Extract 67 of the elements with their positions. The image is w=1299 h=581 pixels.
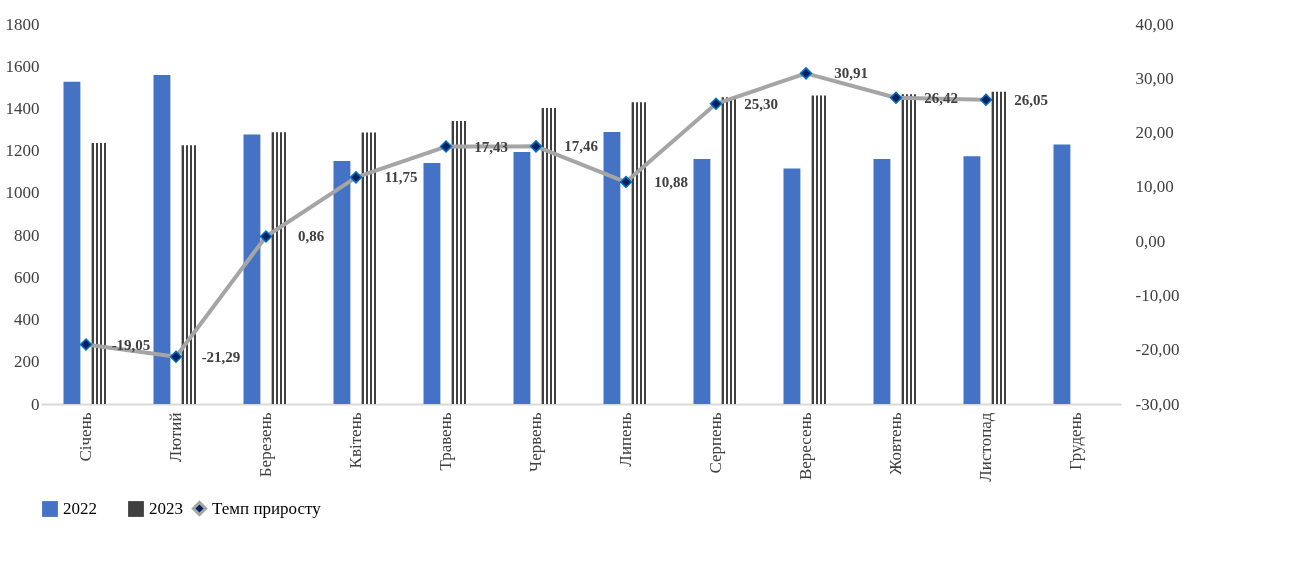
bar bbox=[541, 108, 559, 404]
legend-label: Темп приросту bbox=[212, 498, 322, 518]
x-tick-label: Лютий bbox=[166, 412, 185, 463]
legend-label: 2023 bbox=[149, 499, 183, 518]
data-label: 25,30 bbox=[744, 95, 778, 112]
x-tick-label: Травень bbox=[436, 412, 455, 471]
bar bbox=[63, 81, 81, 404]
bar bbox=[361, 132, 379, 404]
data-label: 17,43 bbox=[474, 138, 508, 155]
x-tick-label: Січень bbox=[76, 412, 95, 462]
bar bbox=[91, 143, 109, 404]
bar bbox=[783, 168, 801, 404]
bar bbox=[631, 102, 649, 404]
x-tick-label: Серпень bbox=[706, 412, 725, 474]
bar bbox=[873, 159, 891, 404]
y2-tick-label: 30,00 bbox=[1135, 68, 1174, 88]
y-tick-label: 600 bbox=[14, 267, 40, 287]
legend-label: 2022 bbox=[63, 499, 97, 518]
bar bbox=[451, 120, 469, 404]
y2-tick-label: -30,00 bbox=[1135, 394, 1180, 414]
y-tick-label: 1400 bbox=[5, 98, 40, 118]
y-tick-label: 1200 bbox=[5, 141, 40, 161]
bar bbox=[333, 161, 351, 404]
bar bbox=[721, 97, 739, 404]
y-tick-label: 400 bbox=[14, 310, 40, 330]
y2-tick-label: 10,00 bbox=[1135, 177, 1174, 197]
y2-tick-label: -10,00 bbox=[1135, 285, 1180, 305]
x-tick-label: Вересень bbox=[796, 412, 815, 481]
y-tick-label: 1600 bbox=[5, 56, 40, 76]
data-label: 30,91 bbox=[834, 65, 868, 82]
x-tick-label: Листопад bbox=[976, 412, 995, 482]
x-tick-label: Червень bbox=[526, 412, 545, 472]
y-tick-label: 1000 bbox=[5, 183, 40, 203]
bar bbox=[513, 151, 531, 404]
data-label: -21,29 bbox=[201, 348, 241, 365]
data-label: 17,46 bbox=[564, 138, 599, 155]
bar bbox=[603, 131, 621, 404]
data-label: 0,86 bbox=[297, 228, 325, 245]
bar bbox=[991, 91, 1009, 404]
bar bbox=[271, 132, 289, 404]
x-tick-label: Липень bbox=[616, 412, 635, 467]
y2-tick-label: 0,00 bbox=[1135, 231, 1166, 251]
y-tick-label: 1800 bbox=[5, 14, 40, 34]
bar bbox=[1053, 144, 1071, 404]
data-label: -19,05 bbox=[111, 336, 151, 353]
bar bbox=[181, 145, 199, 404]
x-tick-label: Грудень bbox=[1066, 412, 1085, 471]
y-tick-label: 0 bbox=[31, 394, 40, 414]
y2-tick-label: 40,00 bbox=[1135, 14, 1174, 34]
y2-tick-label: -20,00 bbox=[1135, 340, 1180, 360]
bar bbox=[423, 162, 441, 404]
data-label: 26,05 bbox=[1014, 91, 1048, 108]
y-tick-label: 800 bbox=[14, 225, 40, 245]
x-tick-label: Березень bbox=[256, 412, 275, 478]
y2-tick-label: 20,00 bbox=[1135, 123, 1174, 143]
x-tick-label: Квітень bbox=[346, 412, 365, 469]
data-label: 11,75 bbox=[384, 169, 418, 186]
bar bbox=[901, 94, 919, 404]
bar bbox=[153, 75, 171, 404]
y-tick-label: 200 bbox=[14, 352, 40, 372]
data-label: 26,42 bbox=[924, 89, 958, 106]
x-tick-label: Жовтень bbox=[886, 412, 905, 475]
bar bbox=[963, 156, 981, 404]
data-label: 10,88 bbox=[654, 174, 688, 191]
bar bbox=[811, 95, 829, 404]
bar bbox=[693, 159, 711, 404]
bar bbox=[243, 134, 261, 404]
